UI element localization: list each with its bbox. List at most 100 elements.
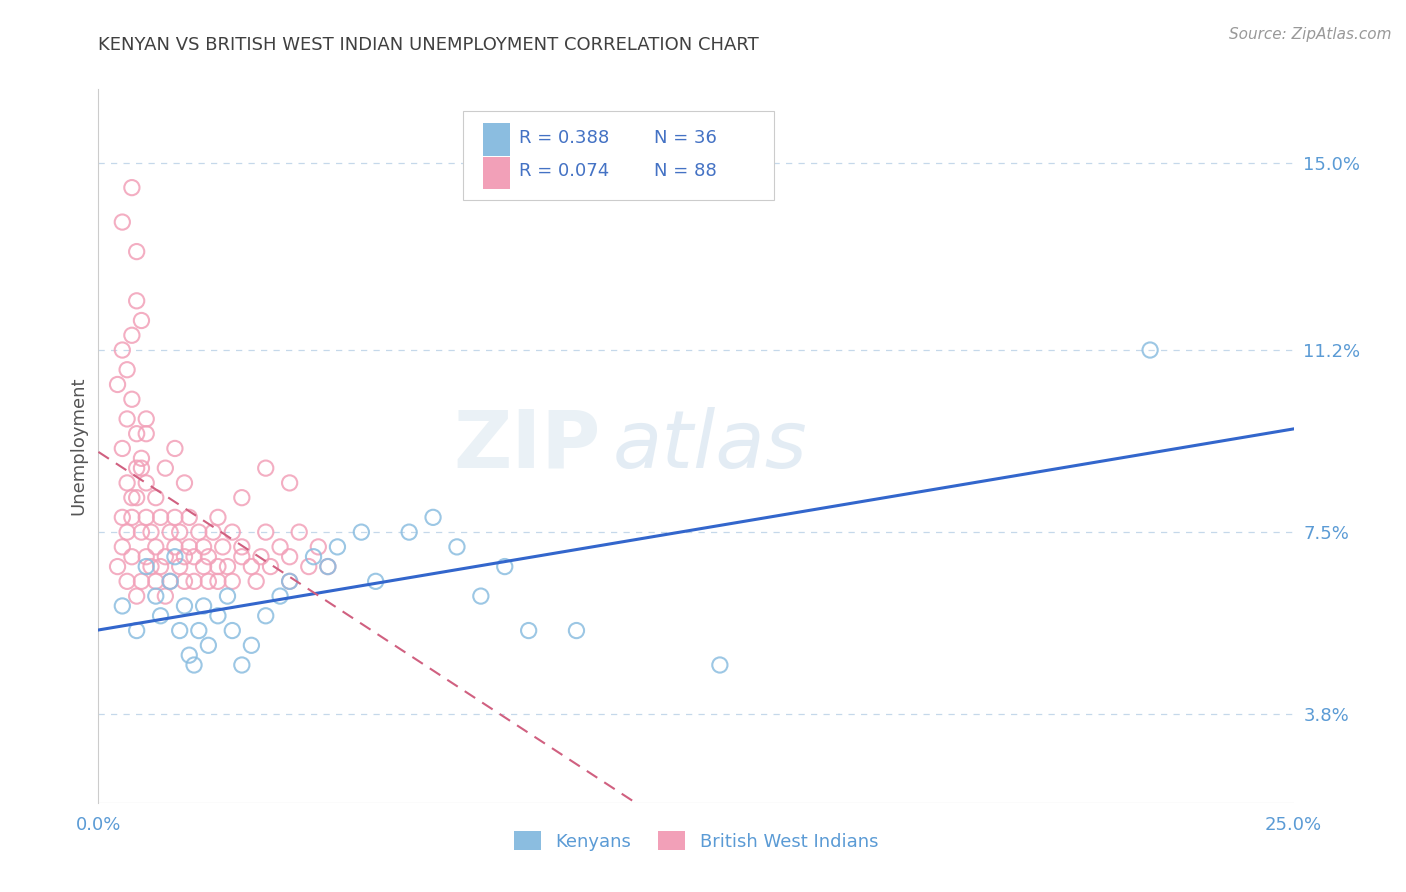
Point (131, 461, 153, 475)
Point (211, 540, 233, 554)
Point (125, 426, 148, 441)
Point (111, 599, 134, 613)
Point (179, 510, 201, 524)
Text: Source: ZipAtlas.com: Source: ZipAtlas.com (1229, 27, 1392, 42)
Point (111, 540, 134, 554)
Point (278, 574, 301, 589)
Point (207, 608, 229, 623)
Point (193, 599, 215, 613)
Text: ZIP: ZIP (453, 407, 600, 485)
Point (173, 574, 195, 589)
Point (111, 510, 134, 524)
Point (135, 475, 157, 490)
Point (149, 510, 172, 524)
Point (121, 328, 143, 343)
Point (565, 624, 588, 638)
Point (125, 461, 148, 475)
Point (111, 215, 134, 229)
Point (159, 574, 181, 589)
Point (139, 525, 162, 540)
Point (316, 559, 339, 574)
Point (240, 559, 263, 574)
Point (159, 574, 181, 589)
Point (254, 461, 277, 475)
Point (231, 549, 253, 564)
Point (121, 491, 143, 505)
Point (221, 574, 243, 589)
Point (149, 559, 172, 574)
Point (111, 343, 134, 357)
Point (169, 559, 191, 574)
Point (197, 574, 219, 589)
Text: N = 36: N = 36 (654, 128, 717, 146)
Point (115, 574, 138, 589)
Point (269, 589, 291, 603)
Point (231, 658, 253, 673)
Point (298, 559, 321, 574)
Point (125, 293, 148, 308)
Point (207, 559, 229, 574)
Point (115, 362, 138, 376)
Point (145, 491, 167, 505)
Point (139, 559, 162, 574)
Point (163, 540, 186, 554)
Point (278, 574, 301, 589)
Point (121, 180, 143, 194)
Point (125, 244, 148, 259)
Point (115, 412, 138, 426)
Point (221, 525, 243, 540)
Point (169, 525, 191, 540)
Point (131, 313, 153, 327)
Point (207, 510, 229, 524)
Point (179, 540, 201, 554)
Point (121, 549, 143, 564)
FancyBboxPatch shape (484, 157, 509, 189)
Point (254, 608, 277, 623)
Point (111, 442, 134, 456)
Point (131, 525, 153, 540)
FancyBboxPatch shape (463, 111, 773, 200)
Point (207, 574, 229, 589)
Legend: Kenyans, British West Indians: Kenyans, British West Indians (506, 824, 886, 858)
Point (187, 624, 209, 638)
Point (398, 525, 420, 540)
Text: N = 88: N = 88 (654, 162, 717, 180)
Point (115, 525, 138, 540)
Point (145, 574, 167, 589)
Point (135, 510, 157, 524)
Point (159, 525, 181, 540)
Point (145, 540, 167, 554)
Point (173, 599, 195, 613)
Point (350, 525, 373, 540)
Point (231, 491, 253, 505)
Point (302, 549, 325, 564)
Text: R = 0.074: R = 0.074 (519, 162, 609, 180)
Point (179, 648, 201, 662)
Point (107, 559, 129, 574)
Point (183, 574, 205, 589)
Point (131, 574, 153, 589)
Point (197, 549, 219, 564)
Point (364, 574, 387, 589)
Point (221, 624, 243, 638)
Point (155, 461, 177, 475)
Point (187, 525, 209, 540)
Point (326, 540, 349, 554)
Point (202, 525, 225, 540)
Point (709, 658, 731, 673)
Point (517, 624, 540, 638)
Text: R = 0.388: R = 0.388 (519, 128, 609, 146)
Point (231, 540, 253, 554)
Point (125, 624, 148, 638)
Point (135, 412, 157, 426)
Point (316, 559, 339, 574)
Point (245, 574, 267, 589)
Point (217, 589, 239, 603)
Point (470, 589, 492, 603)
Point (193, 559, 215, 574)
Point (145, 589, 167, 603)
Text: KENYAN VS BRITISH WEST INDIAN UNEMPLOYMENT CORRELATION CHART: KENYAN VS BRITISH WEST INDIAN UNEMPLOYME… (98, 36, 759, 54)
Point (240, 638, 263, 652)
Y-axis label: Unemployment: Unemployment (69, 376, 87, 516)
Point (307, 540, 329, 554)
